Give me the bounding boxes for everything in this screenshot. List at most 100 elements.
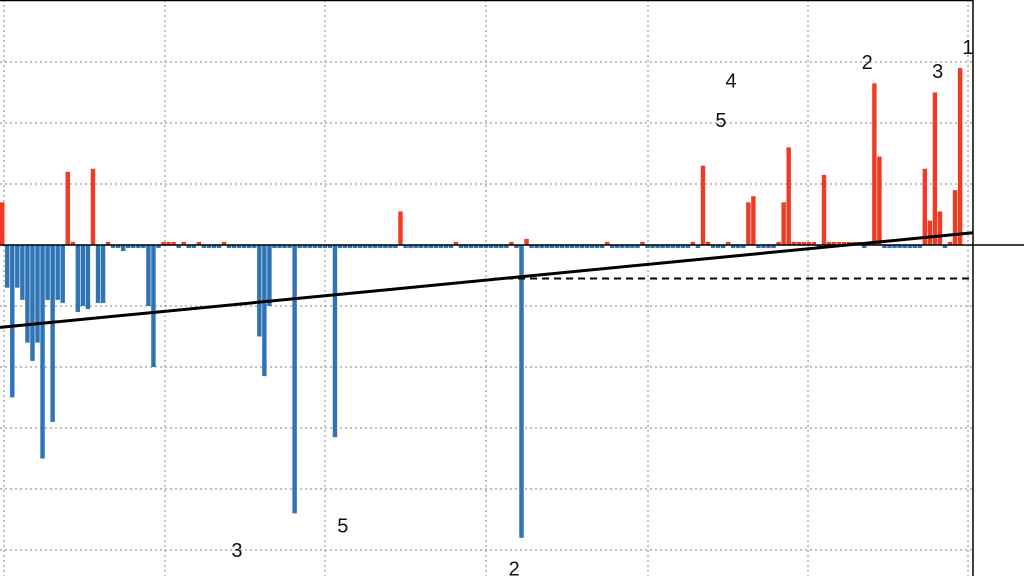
bar: [408, 245, 413, 249]
bar: [161, 241, 166, 245]
bar: [902, 245, 907, 249]
bar: [499, 245, 504, 249]
bars: [0, 68, 963, 538]
bar: [710, 245, 716, 249]
bar: [584, 245, 590, 249]
bar: [453, 241, 459, 245]
bar: [433, 245, 438, 249]
bar: [887, 245, 892, 249]
bar: [181, 241, 186, 245]
bar: [403, 245, 408, 249]
bar: [45, 245, 50, 300]
bar: [534, 245, 539, 249]
bar: [821, 174, 827, 245]
bar: [312, 245, 318, 249]
bar: [105, 241, 111, 245]
bar: [458, 245, 464, 249]
bar: [373, 245, 378, 249]
bar: [120, 245, 126, 252]
bar: [776, 241, 781, 245]
bar: [287, 245, 292, 249]
bar: [302, 245, 307, 249]
bar: [176, 245, 181, 249]
bar: [247, 245, 252, 249]
bar: [947, 241, 953, 245]
bar: [347, 245, 353, 249]
bar: [226, 245, 232, 249]
bar: [625, 245, 630, 249]
bar: [15, 245, 20, 288]
bar: [443, 245, 449, 249]
bar: [670, 245, 675, 249]
bar: [675, 245, 680, 249]
rank-label: 3: [231, 540, 242, 562]
bar: [478, 245, 484, 249]
bar: [811, 241, 817, 245]
bar: [55, 245, 60, 300]
bar: [796, 241, 801, 245]
bar: [705, 241, 711, 245]
bar: [468, 245, 474, 249]
bar: [882, 245, 887, 249]
bar: [680, 245, 686, 249]
rank-label: 2: [862, 52, 873, 74]
bar: [801, 241, 807, 245]
bar: [564, 245, 570, 249]
bar: [862, 245, 867, 249]
bar: [211, 245, 217, 249]
lines: [0, 231, 1024, 329]
bar: [720, 245, 726, 249]
bar: [494, 245, 499, 249]
bar: [201, 245, 207, 249]
bar: [272, 245, 277, 249]
rank-label: 2: [509, 558, 520, 576]
bar: [10, 245, 15, 398]
bar: [378, 245, 383, 249]
bar: [352, 245, 358, 249]
bar: [413, 245, 418, 249]
bar: [156, 245, 161, 249]
bar: [262, 245, 267, 377]
bar: [393, 245, 398, 249]
bar: [912, 245, 917, 249]
bar: [35, 245, 40, 343]
bar: [741, 245, 746, 249]
bar: [932, 92, 938, 245]
bar: [418, 245, 423, 249]
bar: [877, 156, 882, 245]
bar: [952, 190, 958, 245]
bar: [317, 245, 323, 249]
bar: [357, 245, 363, 249]
bar: [252, 245, 257, 249]
bar: [539, 245, 544, 249]
bar: [574, 245, 580, 249]
bar: [0, 202, 5, 245]
bar: [388, 245, 393, 249]
bar: [115, 245, 121, 249]
bar: [206, 245, 212, 249]
bar: [514, 245, 519, 249]
bar: [942, 245, 948, 249]
bar: [907, 245, 912, 249]
bar: [423, 245, 428, 249]
bar: [549, 245, 554, 249]
bar: [322, 245, 328, 249]
bar: [620, 245, 625, 249]
bar: [171, 241, 176, 245]
bar: [690, 241, 696, 245]
bar: [146, 245, 151, 306]
bar: [736, 245, 741, 249]
bar: [80, 245, 86, 306]
bar: [473, 245, 479, 249]
bar: [529, 245, 534, 249]
bar: [645, 245, 650, 249]
bar: [756, 245, 761, 249]
bar: [448, 245, 454, 249]
bar: [569, 245, 575, 249]
bar: [872, 83, 877, 245]
bar: [75, 245, 81, 313]
bar: [257, 245, 262, 337]
